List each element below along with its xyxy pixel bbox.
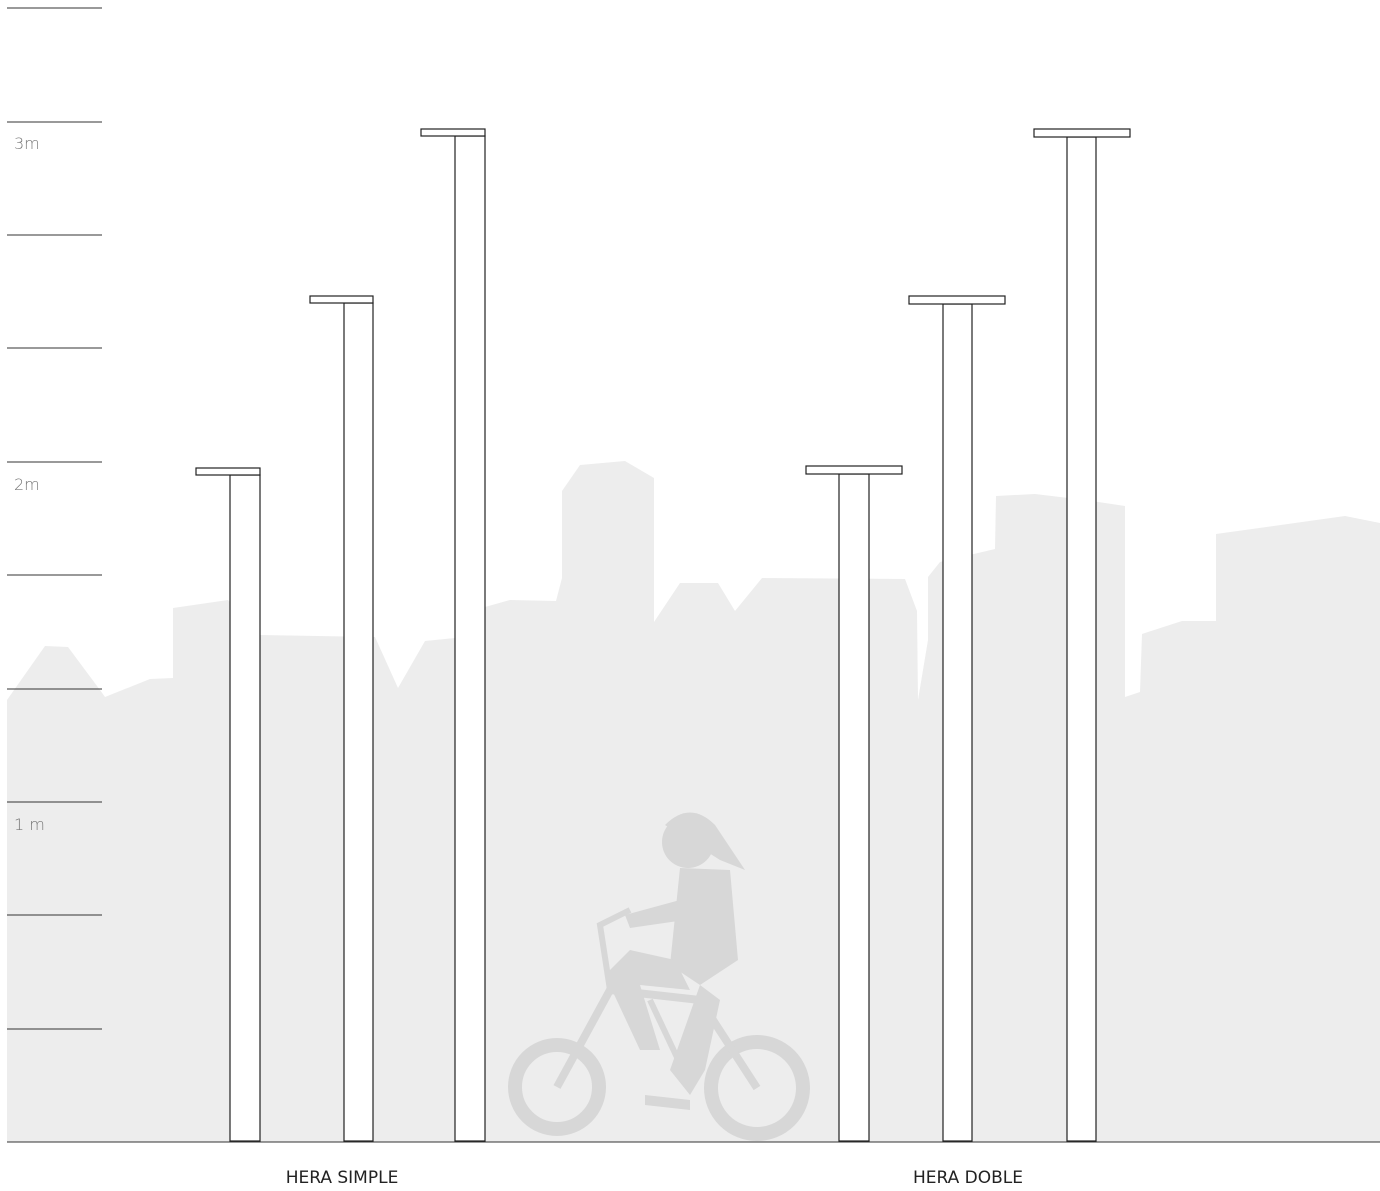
pole [229, 474, 261, 1142]
scale-label: 3m [14, 134, 40, 153]
pole [942, 303, 973, 1142]
pole-cap [908, 295, 1006, 305]
pole [838, 473, 870, 1142]
pole-cap [1033, 128, 1131, 138]
child-silhouette [508, 812, 810, 1141]
pole-cap [309, 295, 374, 304]
scale-label: 2m [14, 475, 40, 494]
pole [343, 302, 374, 1142]
scale: 3m 2m 1 m [7, 7, 102, 1030]
scale-label: 1 m [14, 815, 45, 834]
hera-doble: HERA DOBLE [805, 128, 1131, 1188]
group-label: HERA SIMPLE [286, 1168, 399, 1188]
group-label: HERA DOBLE [913, 1168, 1023, 1188]
pole-cap [805, 465, 903, 475]
pole [1066, 136, 1097, 1142]
hera-simple: HERA SIMPLE [195, 128, 486, 1188]
pole-cap [420, 128, 486, 137]
pole-cap [195, 467, 261, 476]
pole [454, 135, 486, 1142]
